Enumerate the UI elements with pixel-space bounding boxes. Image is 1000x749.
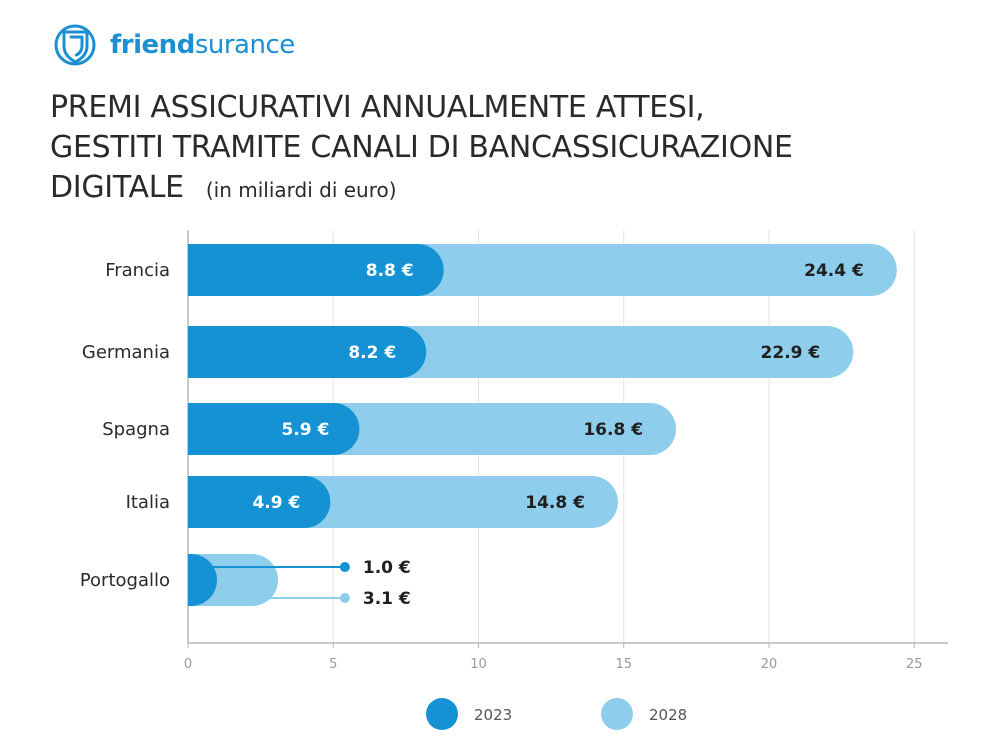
category-label-francia: Francia xyxy=(105,260,170,281)
value-label-2023-italia: 4.9 € xyxy=(252,493,300,513)
chart-title-line-3-text: DIGITALE xyxy=(50,170,184,205)
leader-dot-2028-portogallo xyxy=(339,593,350,603)
legend-swatch-2023 xyxy=(426,698,458,730)
chart-title-line-2: GESTITI TRAMITE CANALI DI BANCASSICURAZI… xyxy=(50,130,793,165)
category-label-germania: Germania xyxy=(82,342,170,363)
chart-subtitle: (in miliardi di euro) xyxy=(205,178,397,202)
x-tick-label-20: 20 xyxy=(761,657,778,672)
x-tick-label-5: 5 xyxy=(329,657,337,672)
brand-name-bold: friend xyxy=(110,30,195,60)
value-label-2028-francia: 24.4 € xyxy=(804,261,864,281)
category-label-spagna: Spagna xyxy=(102,419,170,440)
value-label-2028-germania: 22.9 € xyxy=(761,343,821,363)
chart-title: PREMI ASSICURATIVI ANNUALMENTE ATTESI, G… xyxy=(50,88,930,210)
value-label-2023-spagna: 5.9 € xyxy=(282,420,330,440)
brand-logo: friendsurance xyxy=(50,22,295,68)
bar-2023-spagna xyxy=(188,403,360,455)
bar-2023-italia xyxy=(188,476,331,528)
chart-title-line-1: PREMI ASSICURATIVI ANNUALMENTE ATTESI, xyxy=(50,90,705,125)
value-label-2023-francia: 8.8 € xyxy=(366,261,414,281)
value-label-2028-spagna: 16.8 € xyxy=(583,420,643,440)
bar-2023-francia xyxy=(188,244,444,296)
x-tick-label-15: 15 xyxy=(615,657,632,672)
x-tick-label-10: 10 xyxy=(470,657,487,672)
x-tick-label-0: 0 xyxy=(184,657,192,672)
value-label-2023-portogallo: 1.0 € xyxy=(363,558,411,578)
leader-dot-2023-portogallo xyxy=(339,562,350,572)
value-label-2028-portogallo: 3.1 € xyxy=(363,589,411,609)
legend-swatch-2028 xyxy=(601,698,633,730)
legend-label-2028: 2028 xyxy=(649,706,687,724)
brand-name: friendsurance xyxy=(110,30,295,60)
bar-2023-germania xyxy=(188,326,427,378)
value-label-2023-germania: 8.2 € xyxy=(348,343,396,363)
category-label-portogallo: Portogallo xyxy=(80,570,170,591)
chart-title-line-3: DIGITALE (in miliardi di euro) xyxy=(50,168,930,210)
x-tick-label-25: 25 xyxy=(906,657,923,672)
value-label-2028-italia: 14.8 € xyxy=(525,493,585,513)
category-label-italia: Italia xyxy=(126,492,170,513)
shield-logo-icon xyxy=(54,24,96,66)
legend-label-2023: 2023 xyxy=(474,706,512,724)
brand-name-light: surance xyxy=(194,30,295,60)
